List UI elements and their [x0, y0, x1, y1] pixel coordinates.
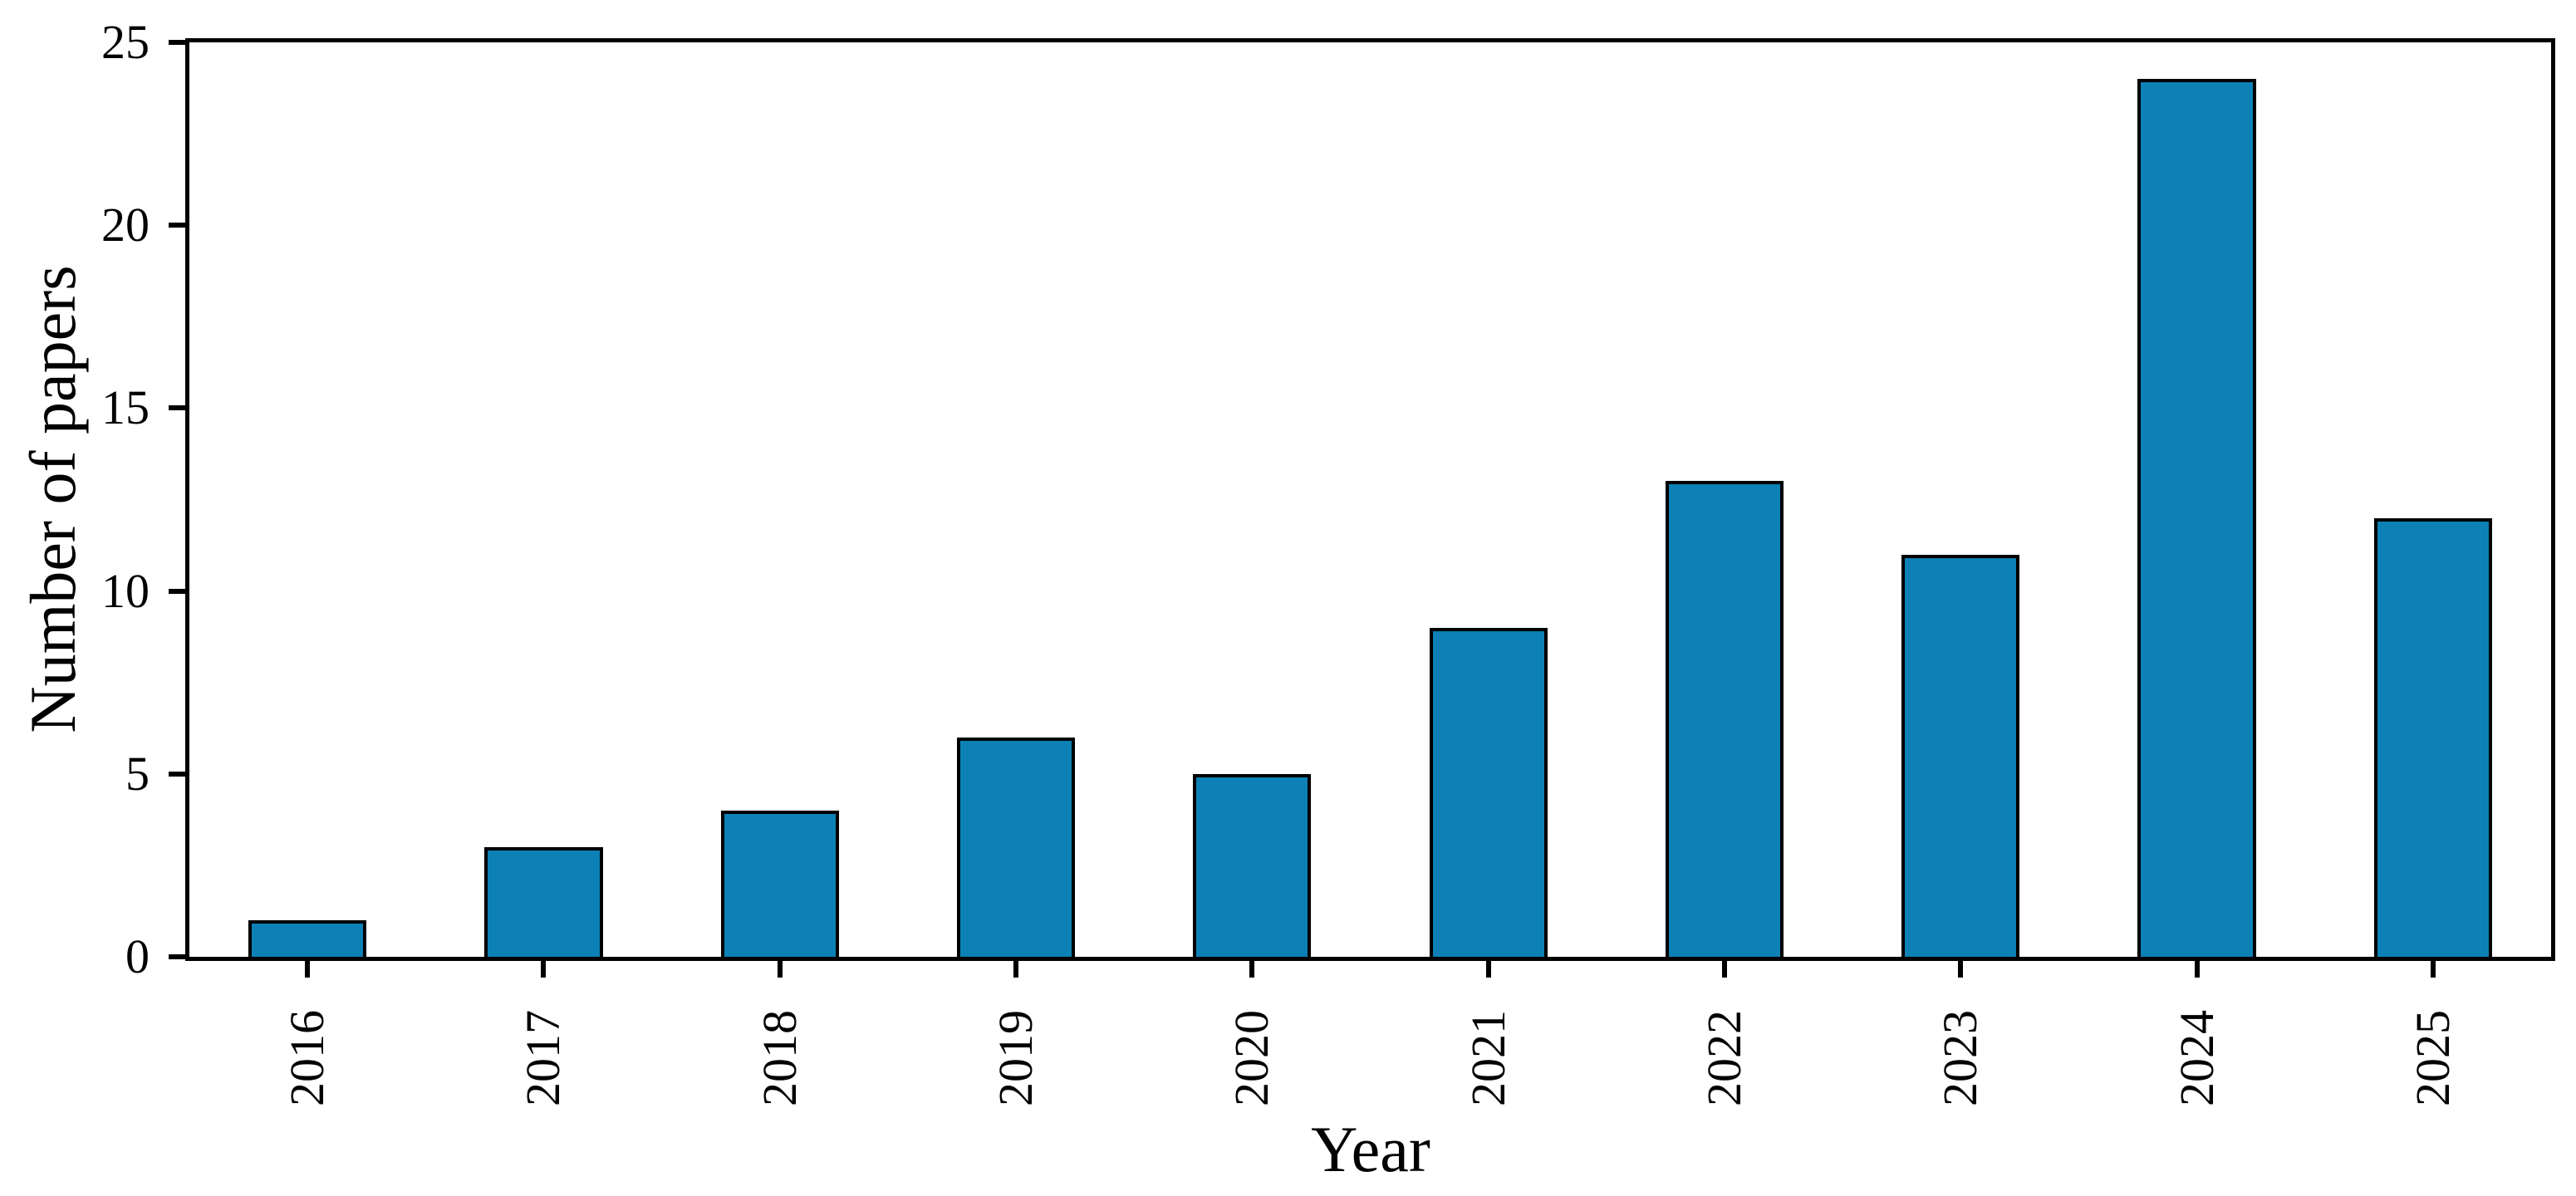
x-tick-label-2021: 2021: [1460, 1010, 1515, 1106]
x-tick-label-2020: 2020: [1224, 1010, 1279, 1106]
x-tick-label-2016: 2016: [280, 1010, 335, 1106]
bar-2024: [2137, 79, 2256, 957]
x-axis: 2016 2017 2018 2019 2020 2021 2022 2023 2024 2025: [189, 42, 2551, 1106]
x-tick-label-2022: 2022: [1696, 1010, 1751, 1106]
bar-2019: [956, 737, 1076, 957]
y-tick-mark: [169, 771, 185, 777]
bar-column-2020: [1134, 42, 1370, 957]
y-tick-mark: [169, 588, 185, 594]
x-tick-mark: [541, 961, 547, 978]
bar-2022: [1665, 481, 1784, 957]
x-tick-label-2018: 2018: [752, 1010, 807, 1106]
y-axis-label: Number of papers: [17, 265, 89, 733]
bar-column-2019: [898, 42, 1134, 957]
bar-column-2023: [1842, 42, 2078, 957]
x-tick-label-2023: 2023: [1933, 1010, 1988, 1106]
bar-2021: [1429, 627, 1548, 957]
bar-2018: [720, 810, 839, 957]
x-tick-mark: [1013, 961, 1019, 978]
y-tick-label: 10: [101, 563, 150, 618]
plot-area: 0 5 10 15 20 25 2016 2017 2018 2019 2020 2021 2022 2…: [101, 18, 2555, 1106]
x-tick-mark: [2194, 961, 2200, 978]
x-tick-mark: [1249, 961, 1255, 978]
x-tick-mark: [1958, 961, 1964, 978]
bar-column-2018: [662, 42, 898, 957]
y-tick-label: 0: [125, 929, 150, 983]
x-tick-mark: [777, 961, 783, 978]
y-tick-mark: [169, 223, 185, 228]
y-tick-mark: [169, 405, 185, 411]
bar-2016: [248, 919, 367, 957]
bar-column-2024: [2078, 42, 2314, 957]
bar-2017: [484, 846, 603, 957]
y-tick-label: 20: [101, 198, 150, 252]
x-tick-mark: [305, 961, 311, 978]
bar-column-2021: [1370, 42, 1606, 957]
bar-column-2022: [1607, 42, 1842, 957]
x-tick-label-2017: 2017: [516, 1010, 571, 1106]
y-tick-mark: [169, 40, 185, 45]
bar-2023: [1901, 554, 2020, 957]
y-tick-label: 5: [125, 746, 150, 801]
bar-column-2017: [425, 42, 661, 957]
y-axis: 0 5 10 15 20 25: [101, 18, 2551, 981]
x-axis-label: Year: [1311, 1113, 1430, 1185]
bar-2020: [1193, 773, 1312, 957]
y-tick-label: 15: [101, 380, 150, 435]
bars-container: [189, 42, 2551, 957]
x-tick-mark: [1721, 961, 1727, 978]
y-tick-label: 25: [101, 15, 150, 69]
x-tick-label-2024: 2024: [2169, 1010, 2224, 1106]
x-tick-mark: [2430, 961, 2436, 978]
x-tick-label-2019: 2019: [989, 1010, 1043, 1106]
bar-column-2025: [2315, 42, 2551, 957]
x-tick-mark: [1485, 961, 1491, 978]
y-tick-mark: [169, 954, 185, 959]
bar-2025: [2373, 517, 2492, 957]
x-tick-label-2025: 2025: [2405, 1010, 2460, 1106]
bar-column-2016: [189, 42, 425, 957]
